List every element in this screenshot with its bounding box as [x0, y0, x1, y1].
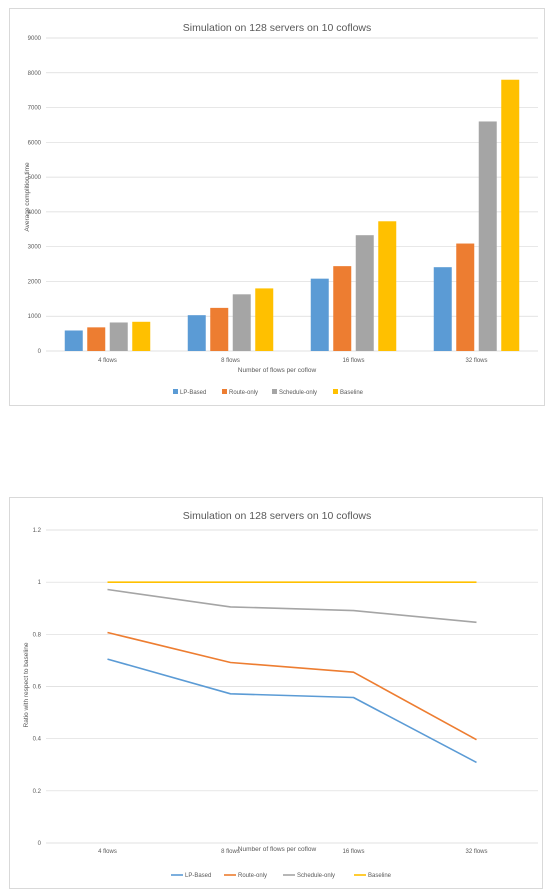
y-axis-label: Average complition time: [24, 162, 31, 232]
x-tick-label: 32 flows: [465, 849, 487, 855]
legend-label-route-only: Route-only: [229, 390, 258, 396]
x-tick-label: 16 flows: [342, 358, 364, 364]
y-tick-label: 0.4: [33, 737, 42, 743]
y-tick-labels: 0 0.2 0.4 0.6 0.8 1 1.2: [33, 528, 42, 847]
legend-swatch-lp-based: [173, 389, 178, 394]
x-axis-label: Number of flows per coflow: [238, 846, 317, 853]
gridlines: [46, 529, 538, 844]
bar-baseline-32-flows: [501, 79, 520, 351]
bar-route-only-4-flows: [87, 327, 106, 351]
y-tick-label: 8000: [28, 71, 42, 77]
legend-swatch-baseline: [333, 389, 338, 394]
bar-schedule-only-32-flows: [478, 121, 497, 351]
y-tick-labels: 0 1000 2000 3000 4000 5000 6000 7000 8000 9000: [28, 36, 42, 355]
bar-lp-based-32-flows: [433, 267, 452, 351]
y-tick-label: 5000: [28, 175, 42, 181]
bar-lp-based-16-flows: [310, 278, 329, 351]
y-tick-label: 1: [38, 580, 42, 586]
x-tick-label: 8 flows: [221, 849, 240, 855]
x-axis-label: Number of flows per coflow: [238, 367, 317, 374]
x-tick-labels: 4 flows 8 flows 16 flows 32 flows: [98, 358, 487, 364]
y-axis-label: Ratio with respect to baseline: [23, 642, 30, 727]
legend: LP-Based Route-only Schedule-only Baseline: [173, 389, 364, 396]
y-tick-label: 6000: [28, 140, 42, 146]
bar-schedule-only-4-flows: [109, 322, 128, 351]
x-tick-label: 4 flows: [98, 358, 117, 364]
bars: [64, 79, 520, 351]
gridlines: [46, 37, 538, 352]
y-tick-label: 2000: [28, 279, 42, 285]
y-tick-label: 4000: [28, 210, 42, 216]
bar-route-only-32-flows: [456, 243, 475, 351]
legend-label-lp-based: LP-Based: [180, 390, 206, 396]
x-tick-labels: 4 flows 8 flows 16 flows 32 flows: [98, 849, 487, 855]
y-tick-label: 3000: [28, 245, 42, 251]
bar-schedule-only-8-flows: [232, 294, 251, 351]
legend-label-schedule-only: Schedule-only: [279, 390, 317, 396]
bar-lp-based-8-flows: [187, 315, 206, 351]
x-tick-label: 16 flows: [342, 849, 364, 855]
bar-schedule-only-16-flows: [355, 235, 374, 351]
bar-baseline-16-flows: [378, 221, 397, 351]
y-tick-label: 0: [38, 841, 42, 847]
y-tick-label: 7000: [28, 106, 42, 112]
legend: LP-Based Route-only Schedule-only Baseline: [171, 873, 392, 879]
line-route-only: [107, 631, 477, 741]
bar-route-only-8-flows: [210, 307, 229, 351]
x-tick-label: 32 flows: [465, 358, 487, 364]
y-tick-label: 0: [38, 349, 42, 355]
chart-title: Simulation on 128 servers on 10 coflows: [183, 22, 372, 34]
chart-title: Simulation on 128 servers on 10 coflows: [183, 510, 372, 522]
line-chart: Simulation on 128 servers on 10 coflows …: [23, 510, 538, 879]
x-tick-label: 4 flows: [98, 849, 117, 855]
line-lp-based: [107, 658, 477, 764]
bar-chart: Simulation on 128 servers on 10 coflows …: [24, 22, 538, 396]
legend-label-baseline: Baseline: [340, 390, 364, 396]
legend-label-schedule-only: Schedule-only: [297, 873, 335, 879]
bar-route-only-16-flows: [333, 266, 352, 351]
y-tick-label: 1000: [28, 314, 42, 320]
y-tick-label: 0.6: [33, 685, 42, 691]
legend-label-baseline: Baseline: [368, 873, 392, 879]
bar-chart-panel: Simulation on 128 servers on 10 coflows …: [9, 8, 545, 406]
bar-lp-based-4-flows: [64, 330, 83, 351]
y-tick-label: 1.2: [33, 528, 42, 534]
line-schedule-only: [107, 588, 477, 624]
y-tick-label: 0.8: [33, 632, 42, 638]
bar-baseline-4-flows: [132, 321, 151, 351]
legend-label-lp-based: LP-Based: [185, 873, 211, 879]
legend-swatch-route-only: [222, 389, 227, 394]
x-tick-label: 8 flows: [221, 358, 240, 364]
y-tick-label: 9000: [28, 36, 42, 42]
legend-swatch-schedule-only: [272, 389, 277, 394]
line-chart-panel: Simulation on 128 servers on 10 coflows …: [9, 497, 543, 889]
bar-baseline-8-flows: [255, 288, 274, 351]
series-lines: [107, 581, 477, 764]
y-tick-label: 0.2: [33, 789, 42, 795]
legend-label-route-only: Route-only: [238, 873, 267, 879]
